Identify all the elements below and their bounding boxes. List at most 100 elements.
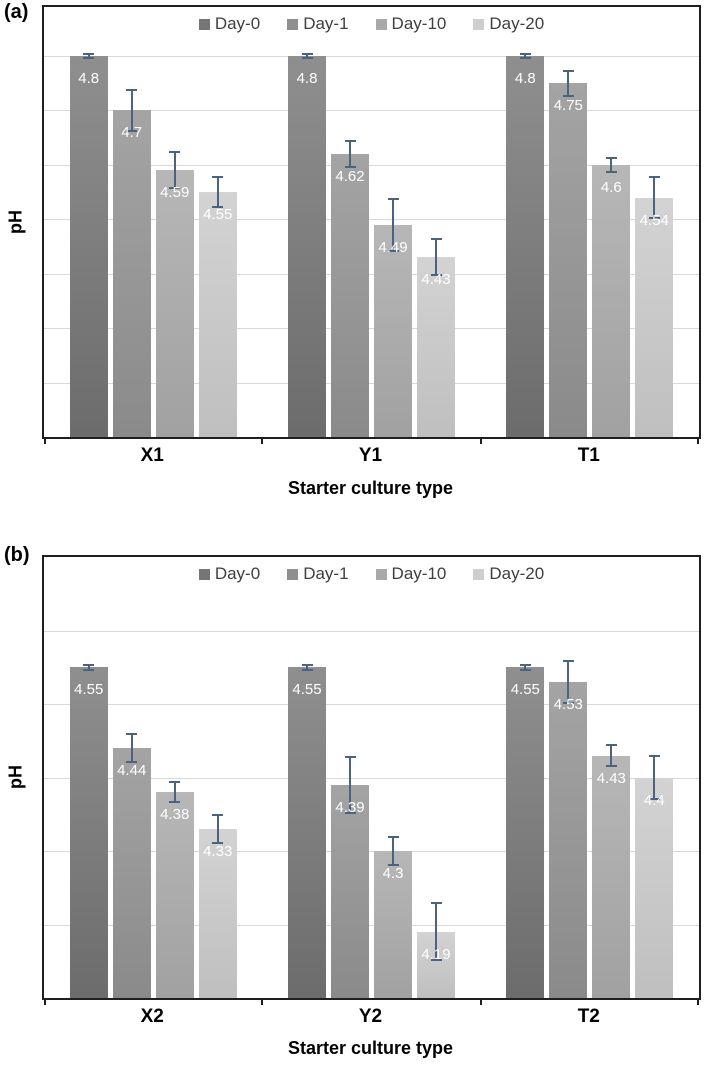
category-label-t1: T1 xyxy=(577,445,600,466)
legend-label: Day-1 xyxy=(303,564,349,583)
category-label-y1: Y1 xyxy=(358,445,383,466)
category-label-t2: T2 xyxy=(577,1006,600,1027)
gridline xyxy=(44,630,699,632)
legend-swatch-icon xyxy=(375,568,387,580)
error-bar-cap xyxy=(648,797,660,800)
error-bar xyxy=(306,663,308,671)
gridline xyxy=(44,704,699,705)
error-bar-cap xyxy=(212,175,224,178)
error-bar xyxy=(173,781,176,804)
x-axis-tick xyxy=(697,437,699,444)
error-bar-cap xyxy=(562,94,574,97)
x-axis-title: Starter culture type xyxy=(287,1038,454,1058)
data-label: 4.19 xyxy=(421,945,451,963)
x-axis-title: Starter culture type xyxy=(287,478,454,498)
gridline xyxy=(44,164,699,166)
legend-item-day-10: Day-10 xyxy=(375,564,447,584)
error-bar-cap xyxy=(562,702,574,704)
legend-item-day-1: Day-1 xyxy=(287,14,349,34)
error-bar-cap xyxy=(562,69,574,72)
legend-item-day-10: Day-10 xyxy=(375,14,447,34)
error-bar-cap xyxy=(605,744,617,747)
legend-label: Day-10 xyxy=(391,564,447,583)
data-label: 4.59 xyxy=(160,184,190,202)
error-bar xyxy=(567,69,570,97)
panel-label-b: (b) xyxy=(4,544,30,566)
error-bar-cap xyxy=(519,53,531,56)
data-label: 4.38 xyxy=(160,806,190,824)
gridline xyxy=(44,219,699,221)
error-bar-cap xyxy=(344,812,356,815)
bar-Y2-day-10 xyxy=(374,851,412,998)
error-bar-cap xyxy=(83,668,95,671)
bar-X2-day-1 xyxy=(112,748,151,998)
x-axis-tick xyxy=(479,437,482,444)
x-axis-tick xyxy=(261,437,264,444)
bar-T2-day-20 xyxy=(635,777,674,998)
error-bar-cap xyxy=(169,187,181,190)
legend-item-day-20: Day-20 xyxy=(473,14,544,34)
error-bar xyxy=(435,238,437,277)
legend-label: Day-10 xyxy=(391,14,447,33)
error-bar-cap xyxy=(562,659,574,662)
error-bar-cap xyxy=(212,206,224,209)
x-axis-tick xyxy=(479,998,482,1005)
error-bar xyxy=(610,156,613,173)
legend-label: Day-20 xyxy=(489,564,545,583)
bar-Y1-day-20 xyxy=(417,257,455,437)
error-bar-cap xyxy=(344,755,356,758)
legend-swatch-icon xyxy=(473,568,485,580)
category-label-x2: X2 xyxy=(140,1006,164,1027)
panel-label-a: (a) xyxy=(4,1,29,23)
gridline xyxy=(44,273,699,275)
error-bar-cap xyxy=(605,156,617,159)
error-bar xyxy=(653,755,656,800)
data-label: 4.55 xyxy=(510,681,540,699)
bar-T1-day-10 xyxy=(592,164,631,437)
error-bar-cap xyxy=(605,171,617,173)
gridline xyxy=(44,110,699,112)
error-bar xyxy=(130,733,133,763)
error-bar-cap xyxy=(648,755,660,758)
bar-X2-day-20 xyxy=(198,828,237,998)
bar-T1-day-0 xyxy=(506,56,545,437)
data-label: 4.43 xyxy=(596,769,626,787)
x-axis-tick xyxy=(697,998,699,1005)
error-bar-cap xyxy=(83,53,95,56)
x-axis-tick xyxy=(261,998,264,1005)
bar-T2-day-1 xyxy=(549,681,588,998)
error-bar xyxy=(306,53,308,59)
gridline xyxy=(44,851,699,852)
bar-T1-day-20 xyxy=(635,197,674,437)
data-label: 4.55 xyxy=(74,681,104,699)
gridline xyxy=(44,328,699,330)
data-label: 4.3 xyxy=(382,865,404,882)
legend-swatch-icon xyxy=(287,18,299,30)
y-axis-title: pH xyxy=(5,210,26,234)
data-label: 4.7 xyxy=(121,124,143,142)
error-bar-cap xyxy=(301,668,313,671)
chart-panel-b: (b) pH Day-0 Day-1 Day-10 Day-20 4.55 4.44 4.3… xyxy=(0,535,709,1070)
legend-label: Day-1 xyxy=(303,14,349,33)
error-bar xyxy=(524,53,527,59)
error-bar-cap xyxy=(83,663,95,666)
chart-panel-a: (a) pH Day-0 Day-1 Day-10 Day-20 4.8 4.7 4.59 4… xyxy=(4,1,701,498)
error-bar xyxy=(610,744,613,767)
data-label: 4.53 xyxy=(553,695,583,713)
error-bar-cap xyxy=(648,175,660,178)
legend-item-day-0: Day-0 xyxy=(198,14,260,34)
error-bar-cap xyxy=(126,733,138,736)
bar-X1-day-20 xyxy=(198,192,237,437)
error-bar-cap xyxy=(648,217,660,220)
gridline xyxy=(44,382,699,384)
x-axis-tick xyxy=(44,998,46,1005)
error-bar-cap xyxy=(519,663,531,666)
bar-X1-day-0 xyxy=(69,56,108,437)
error-bar-cap xyxy=(83,56,95,59)
bar-Y1-day-1 xyxy=(331,154,369,437)
bar-Y1-day-0 xyxy=(288,56,326,437)
data-label: 4.4 xyxy=(643,791,665,809)
legend-item-day-20: Day-20 xyxy=(473,564,544,584)
error-bar-cap xyxy=(430,274,442,277)
error-bar-cap xyxy=(430,959,442,962)
